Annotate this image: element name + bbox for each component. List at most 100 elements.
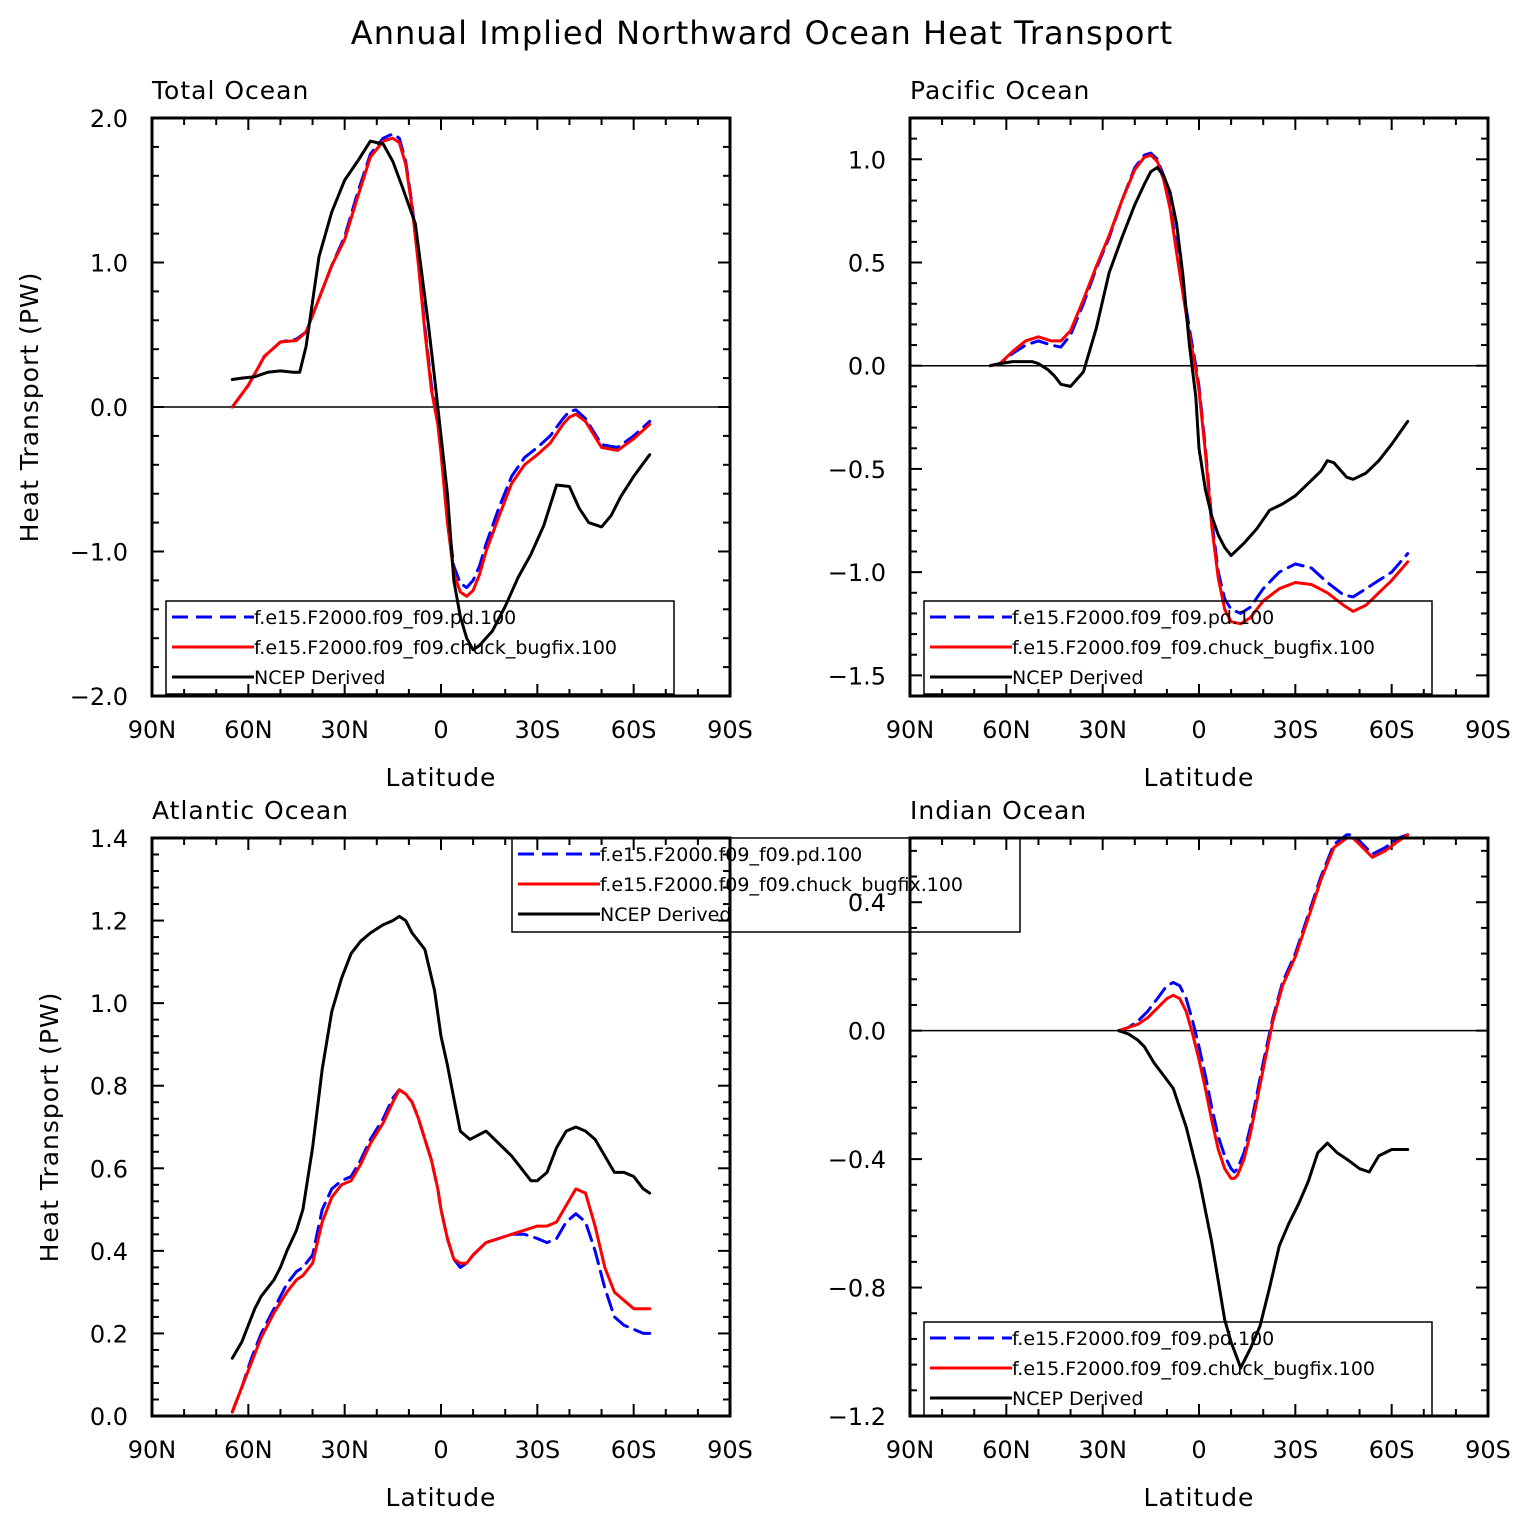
chart-panel-4: Indian Ocean 90N 60N 30N 0 30S 60S 90S −1.2 −0.8 −…: [828, 796, 1511, 1512]
x-axis-title: Latitude: [386, 763, 497, 792]
x-tick-label: 30N: [320, 1436, 369, 1464]
x-tick-label: 0: [1191, 1436, 1206, 1464]
x-tick-label: 30N: [1078, 1436, 1127, 1464]
chart-panel-2: Pacific Ocean 90N 60N 30N 0 30S 60S 90S −1.5 −1.0…: [828, 76, 1511, 792]
x-tick-label: 0: [433, 716, 448, 744]
x-tick-label: 60S: [1369, 716, 1415, 744]
series-line-2: [230, 136, 652, 598]
series-line-2: [230, 1088, 652, 1414]
legend-box: [165, 600, 675, 695]
y-tick-label: 1.0: [848, 146, 886, 174]
x-tick-label: 0: [1191, 716, 1206, 744]
x-tick-label: 90N: [886, 1436, 935, 1464]
series-line-3: [230, 914, 652, 1360]
series-line-1: [988, 151, 1410, 615]
x-tick-label: 30S: [1272, 1436, 1318, 1464]
legend-label: NCEP Derived: [254, 667, 385, 689]
series-line-3: [230, 139, 652, 652]
legend-box: [511, 837, 1021, 933]
legend-label: NCEP Derived: [1012, 667, 1143, 689]
y-tick-label: 0.5: [848, 250, 886, 278]
x-tick-label: 60S: [1369, 1436, 1415, 1464]
y-tick-label: 0.4: [90, 1238, 128, 1266]
x-tick-label: 60S: [611, 1436, 657, 1464]
y-tick-label: −0.4: [828, 1146, 886, 1174]
plot-frame: [150, 836, 732, 1418]
y-tick-label: 1.2: [90, 908, 128, 936]
series-line-3: [988, 166, 1410, 558]
series-line-1: [230, 1088, 652, 1414]
x-tick-label: 90N: [128, 716, 177, 744]
x-tick-label: 60N: [982, 1436, 1031, 1464]
panel-title: Indian Ocean: [910, 796, 1087, 825]
y-tick-label: −2.0: [70, 683, 128, 711]
x-tick-label: 90N: [886, 716, 935, 744]
x-tick-label: 90S: [1465, 1436, 1511, 1464]
chart-panels: Total Ocean 90N 60N 30N 0 30S 60S 90S −2.0 −1.0 0.…: [15, 76, 1511, 1512]
legend-label: f.e15.F2000.f09_f09.pd.100: [1012, 1328, 1274, 1350]
series-line-1: [1117, 833, 1410, 1174]
legend: f.e15.F2000.f09_f09.pd.100 f.e15.F2000.f0…: [923, 600, 1433, 695]
x-tick-label: 90S: [707, 1436, 753, 1464]
x-axis-title: Latitude: [386, 1483, 497, 1512]
y-tick-label: 0.2: [90, 1320, 128, 1348]
y-tick-label: 0.0: [90, 1403, 128, 1431]
series-line-3: [1117, 1029, 1410, 1370]
y-tick-label: 1.0: [90, 990, 128, 1018]
legend-box: [923, 600, 1433, 695]
x-tick-label: 30S: [514, 716, 560, 744]
panel-title: Atlantic Ocean: [152, 796, 349, 825]
legend: f.e15.F2000.f09_f09.pd.100 f.e15.F2000.f0…: [923, 1321, 1433, 1417]
y-tick-label: 0.8: [90, 1073, 128, 1101]
x-tick-label: 30S: [514, 1436, 560, 1464]
y-tick-label: −1.0: [70, 539, 128, 567]
legend-label: f.e15.F2000.f09_f09.chuck_bugfix.100: [600, 874, 963, 896]
x-tick-label: 30N: [320, 716, 369, 744]
legend-label: f.e15.F2000.f09_f09.pd.100: [600, 844, 862, 866]
legend-label: f.e15.F2000.f09_f09.chuck_bugfix.100: [1012, 1358, 1375, 1380]
chart-panel-1: Total Ocean 90N 60N 30N 0 30S 60S 90S −2.0 −1.0 0.…: [15, 76, 753, 792]
x-axis-title: Latitude: [1144, 763, 1255, 792]
series-line-2: [988, 153, 1410, 626]
x-tick-label: 0: [433, 1436, 448, 1464]
chart-panel-3: Atlantic Ocean 90N 60N 30N 0 30S 60S 90S 0.0 0.2 0…: [35, 796, 1021, 1512]
legend-label: f.e15.F2000.f09_f09.pd.100: [1012, 607, 1274, 629]
y-tick-label: 0.0: [848, 353, 886, 381]
plot-frame: [908, 116, 1490, 698]
series-line-2: [1117, 833, 1410, 1180]
legend: f.e15.F2000.f09_f09.pd.100 f.e15.F2000.f0…: [511, 837, 1021, 933]
legend-label: NCEP Derived: [1012, 1388, 1143, 1410]
y-tick-label: 0.0: [848, 1018, 886, 1046]
x-tick-label: 30S: [1272, 716, 1318, 744]
y-tick-label: −1.0: [828, 559, 886, 587]
x-tick-label: 30N: [1078, 716, 1127, 744]
y-axis-title: Heat Transport (PW): [35, 992, 64, 1263]
panel-title: Pacific Ocean: [910, 76, 1090, 105]
legend-label: NCEP Derived: [600, 904, 731, 926]
y-tick-label: 1.0: [90, 250, 128, 278]
y-tick-label: 0.4: [848, 889, 886, 917]
legend-label: f.e15.F2000.f09_f09.chuck_bugfix.100: [1012, 637, 1375, 659]
x-tick-label: 60N: [224, 1436, 273, 1464]
y-axis-title: Heat Transport (PW): [15, 272, 44, 543]
y-tick-label: −1.2: [828, 1403, 886, 1431]
x-axis-title: Latitude: [1144, 1483, 1255, 1512]
y-tick-label: 0.6: [90, 1155, 128, 1183]
y-tick-label: −0.8: [828, 1275, 886, 1303]
y-tick-label: −1.5: [828, 662, 886, 690]
plot-frame: [150, 116, 732, 698]
panel-title: Total Ocean: [151, 76, 309, 105]
legend-box: [923, 1321, 1433, 1417]
x-tick-label: 90S: [707, 716, 753, 744]
x-tick-label: 60N: [224, 716, 273, 744]
legend: f.e15.F2000.f09_f09.pd.100 f.e15.F2000.f0…: [165, 600, 675, 695]
legend-label: f.e15.F2000.f09_f09.chuck_bugfix.100: [254, 637, 617, 659]
y-tick-label: 2.0: [90, 105, 128, 133]
x-tick-label: 60S: [611, 716, 657, 744]
y-tick-label: −0.5: [828, 456, 886, 484]
x-tick-label: 90S: [1465, 716, 1511, 744]
legend-label: f.e15.F2000.f09_f09.pd.100: [254, 607, 516, 629]
x-tick-label: 60N: [982, 716, 1031, 744]
x-tick-label: 90N: [128, 1436, 177, 1464]
